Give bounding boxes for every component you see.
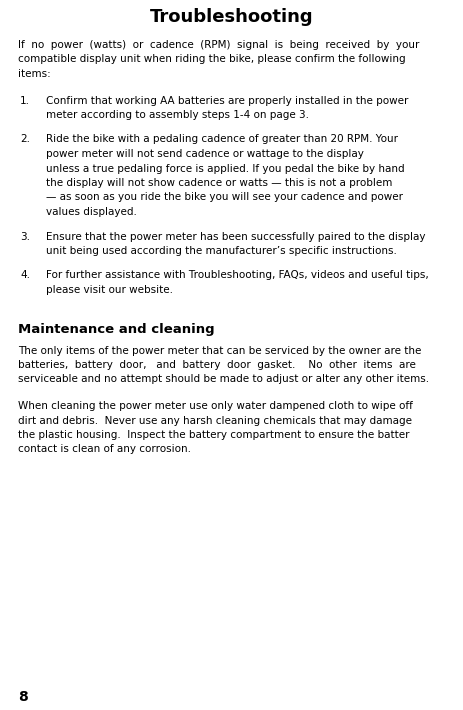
Text: When cleaning the power meter use only water dampened cloth to wipe off: When cleaning the power meter use only w… [18, 401, 412, 411]
Text: meter according to assembly steps 1-4 on page 3.: meter according to assembly steps 1-4 on… [46, 110, 308, 120]
Text: The only items of the power meter that can be serviced by the owner are the: The only items of the power meter that c… [18, 346, 420, 356]
Text: the display will not show cadence or watts — this is not a problem: the display will not show cadence or wat… [46, 178, 392, 188]
Text: batteries,  battery  door,   and  battery  door  gasket.    No  other  items  ar: batteries, battery door, and battery doo… [18, 360, 415, 370]
Text: power meter will not send cadence or wattage to the display: power meter will not send cadence or wat… [46, 149, 363, 159]
Text: Troubleshooting: Troubleshooting [150, 8, 313, 26]
Text: dirt and debris.  Never use any harsh cleaning chemicals that may damage: dirt and debris. Never use any harsh cle… [18, 415, 411, 425]
Text: Ride the bike with a pedaling cadence of greater than 20 RPM. Your: Ride the bike with a pedaling cadence of… [46, 134, 397, 145]
Text: contact is clean of any corrosion.: contact is clean of any corrosion. [18, 444, 191, 454]
Text: If  no  power  (watts)  or  cadence  (RPM)  signal  is  being  received  by  you: If no power (watts) or cadence (RPM) sig… [18, 40, 419, 50]
Text: unit being used according the manufacturer’s specific instructions.: unit being used according the manufactur… [46, 246, 396, 256]
Text: Maintenance and cleaning: Maintenance and cleaning [18, 324, 214, 337]
Text: Confirm that working AA batteries are properly installed in the power: Confirm that working AA batteries are pr… [46, 96, 407, 106]
Text: the plastic housing.  Inspect the battery compartment to ensure the batter: the plastic housing. Inspect the battery… [18, 430, 409, 440]
Text: compatible display unit when riding the bike, please confirm the following: compatible display unit when riding the … [18, 55, 405, 65]
Text: items:: items: [18, 69, 50, 79]
Text: Ensure that the power meter has been successfully paired to the display: Ensure that the power meter has been suc… [46, 231, 425, 241]
Text: 3.: 3. [20, 231, 30, 241]
Text: 8: 8 [18, 690, 28, 704]
Text: serviceable and no attempt should be made to adjust or alter any other items.: serviceable and no attempt should be mad… [18, 374, 428, 385]
Text: For further assistance with Troubleshooting, FAQs, videos and useful tips,: For further assistance with Troubleshoot… [46, 271, 428, 280]
Text: 4.: 4. [20, 271, 30, 280]
Text: — as soon as you ride the bike you will see your cadence and power: — as soon as you ride the bike you will … [46, 192, 402, 202]
Text: values displayed.: values displayed. [46, 207, 137, 217]
Text: 1.: 1. [20, 96, 30, 106]
Text: please visit our website.: please visit our website. [46, 285, 173, 295]
Text: unless a true pedaling force is applied. If you pedal the bike by hand: unless a true pedaling force is applied.… [46, 163, 404, 173]
Text: 2.: 2. [20, 134, 30, 145]
